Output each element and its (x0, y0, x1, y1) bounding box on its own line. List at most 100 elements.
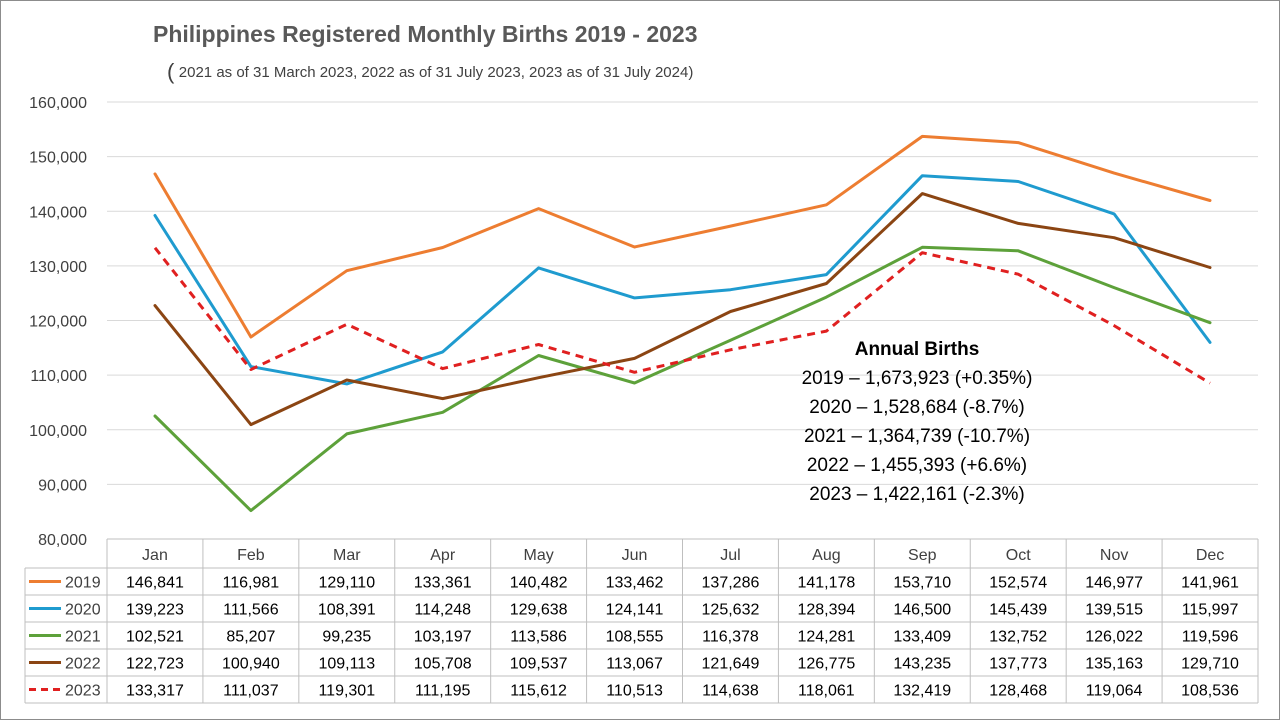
table-cell: 114,638 (702, 683, 759, 700)
legend-label: 2021 (65, 629, 101, 646)
table-cell: 132,419 (893, 683, 951, 700)
table-cell: 108,391 (318, 602, 376, 619)
table-cell: 126,775 (797, 656, 855, 673)
legend-label: 2022 (65, 656, 101, 673)
y-tick-label: 90,000 (38, 477, 87, 494)
table-cell: 129,110 (318, 575, 375, 592)
y-axis: 80,000 90,000 100,000 110,000 120,000 130,000… (29, 95, 87, 549)
table-cell: 113,586 (510, 629, 567, 646)
table-cell: 113,067 (606, 656, 663, 673)
table-cell: 126,022 (1085, 629, 1143, 646)
series-line-2022 (153, 192, 1212, 427)
table-cell: 109,113 (318, 656, 375, 673)
table-cell: 128,468 (989, 683, 1047, 700)
series-lines (153, 134, 1212, 513)
table-cell: 125,632 (702, 602, 760, 619)
x-tick-label: Nov (1100, 547, 1128, 564)
x-tick-label: Jan (142, 547, 168, 564)
table-cell: 111,566 (223, 602, 279, 619)
y-tick-label: 130,000 (29, 259, 87, 276)
table-cell: 146,500 (893, 602, 951, 619)
table-cell: 108,536 (1181, 683, 1239, 700)
table-cell: 119,064 (1086, 683, 1143, 700)
table-cell: 129,710 (1181, 656, 1239, 673)
annotation-line: 2022 – 1,455,393 (+6.6%) (807, 455, 1027, 476)
table-cell: 114,248 (414, 602, 471, 619)
table-cell: 111,037 (223, 683, 279, 700)
table-cell: 108,555 (606, 629, 664, 646)
x-tick-label: Jun (622, 547, 648, 564)
x-tick-label: Feb (237, 547, 265, 564)
y-tick-label: 150,000 (29, 150, 87, 167)
legend-label: 2020 (65, 602, 101, 619)
series-line-2020 (153, 174, 1212, 386)
annotation-title: Annual Births (855, 339, 980, 360)
table-cell: 133,409 (893, 629, 951, 646)
chart-subtitle: ( 2021 as of 31 March 2023, 2022 as of 3… (167, 59, 693, 84)
annotation-line: 2019 – 1,673,923 (+0.35%) (802, 368, 1033, 389)
table-cell: 119,301 (318, 683, 375, 700)
annotation-line: 2020 – 1,528,684 (-8.7%) (809, 397, 1025, 418)
annotation-line: 2021 – 1,364,739 (-10.7%) (804, 426, 1030, 447)
x-tick-label: May (524, 547, 554, 564)
table-cell: 116,981 (223, 575, 280, 592)
table-cell: 132,752 (989, 629, 1047, 646)
table-cell: 139,515 (1085, 602, 1143, 619)
table-cell: 129,638 (510, 602, 568, 619)
table-cell: 141,178 (797, 575, 855, 592)
x-tick-label: Sep (908, 547, 937, 564)
y-tick-label: 160,000 (29, 95, 87, 112)
table-cell: 133,462 (606, 575, 664, 592)
series-line-2023 (153, 246, 1211, 385)
table-cell: 140,482 (510, 575, 568, 592)
gridlines (107, 101, 1258, 540)
table-cell: 141,961 (1181, 575, 1239, 592)
table-cell: 124,281 (797, 629, 855, 646)
x-tick-label: Aug (812, 547, 840, 564)
table-cell: 124,141 (606, 602, 664, 619)
table-cell: 145,439 (989, 602, 1047, 619)
table-cell: 139,223 (126, 602, 184, 619)
table-cell: 116,378 (702, 629, 759, 646)
table-cell: 137,773 (989, 656, 1047, 673)
annual-births-annotation: Annual Births 2019 – 1,673,923 (+0.35%) 20… (802, 339, 1033, 505)
subtitle-text: 2021 as of 31 March 2023, 2022 as of 31 … (179, 64, 694, 81)
legend-label: 2019 (65, 575, 101, 592)
table-cell: 137,286 (702, 575, 760, 592)
table-cell: 121,649 (702, 656, 760, 673)
table-cell: 128,394 (797, 602, 855, 619)
table-cell: 118,061 (798, 683, 855, 700)
table-cell: 102,521 (126, 629, 184, 646)
legend-label: 2023 (65, 683, 101, 700)
table-cell: 122,723 (126, 656, 184, 673)
table-cell: 133,361 (414, 575, 472, 592)
table-cell: 85,207 (226, 629, 275, 646)
y-tick-label: 110,000 (30, 368, 87, 385)
series-line-2019 (153, 134, 1212, 339)
table-cell: 105,708 (414, 656, 472, 673)
table-cell: 146,977 (1085, 575, 1143, 592)
table-cell: 143,235 (893, 656, 951, 673)
table-cell: 152,574 (989, 575, 1047, 592)
table-cell: 111,195 (415, 683, 471, 700)
table-cell: 119,596 (1182, 629, 1239, 646)
table-cell: 115,997 (1182, 602, 1239, 619)
chart-title: Philippines Registered Monthly Births 20… (153, 21, 698, 47)
table-cell: 103,197 (414, 629, 472, 646)
table-cell: 135,163 (1085, 656, 1143, 673)
table-cell: 115,612 (510, 683, 567, 700)
y-tick-label: 140,000 (29, 204, 87, 221)
table-cell: 100,940 (222, 656, 280, 673)
table-cell: 146,841 (126, 575, 184, 592)
y-tick-label: 100,000 (29, 423, 87, 440)
data-table: Jan Feb Mar Apr May Jun Jul Aug Sep Oct Nov Dec 2019… (24, 538, 1259, 704)
table-cell: 99,235 (322, 629, 371, 646)
x-tick-label: Dec (1196, 547, 1224, 564)
table-cell: 110,513 (606, 683, 663, 700)
series-line-2021 (153, 245, 1212, 513)
table-cell: 153,710 (893, 575, 951, 592)
table-cell: 133,317 (126, 683, 184, 700)
x-tick-label: Mar (333, 547, 361, 564)
